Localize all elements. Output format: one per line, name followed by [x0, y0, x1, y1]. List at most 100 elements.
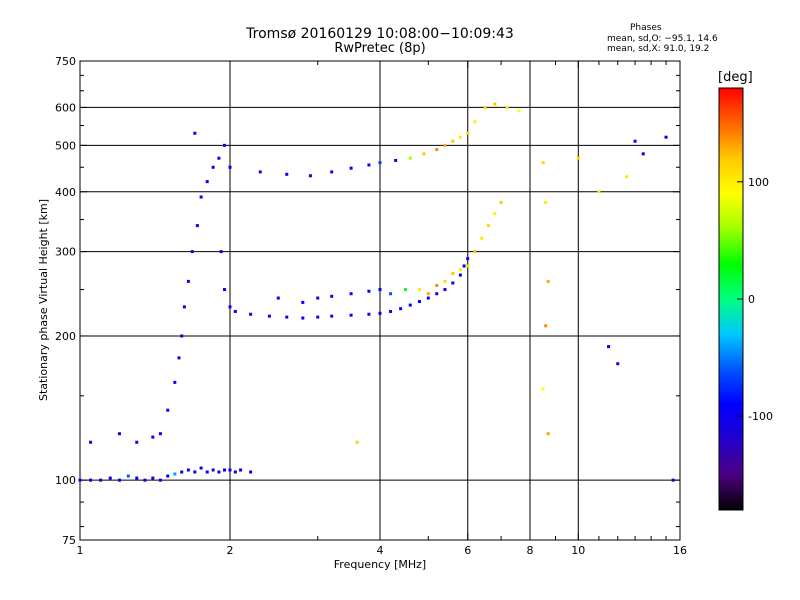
- data-point: [458, 135, 462, 139]
- y-tick-label: 200: [55, 330, 76, 343]
- data-point: [78, 478, 82, 482]
- data-point: [394, 158, 398, 162]
- data-point: [486, 224, 490, 228]
- data-point: [135, 476, 139, 480]
- data-point: [625, 175, 629, 179]
- y-tick-label: 750: [55, 55, 76, 68]
- data-point: [483, 105, 487, 109]
- data-point: [443, 279, 447, 283]
- data-point: [426, 292, 430, 296]
- data-point: [223, 143, 227, 147]
- data-point: [546, 279, 550, 283]
- data-point: [195, 224, 199, 228]
- data-point: [641, 152, 645, 156]
- data-point: [466, 264, 470, 268]
- data-point: [166, 408, 170, 412]
- data-point: [143, 478, 147, 482]
- data-point: [451, 139, 455, 143]
- x-tick-label: 1: [77, 544, 84, 557]
- data-point: [89, 478, 93, 482]
- data-point: [193, 131, 197, 135]
- data-point: [493, 102, 497, 106]
- data-point: [205, 470, 209, 474]
- data-point: [186, 279, 190, 283]
- data-point: [285, 172, 289, 176]
- data-point: [422, 152, 426, 156]
- data-point: [435, 283, 439, 287]
- data-point: [544, 324, 548, 328]
- data-point: [182, 305, 186, 309]
- data-point: [505, 105, 509, 109]
- data-point: [576, 156, 580, 160]
- data-point: [223, 468, 227, 472]
- data-point: [108, 476, 112, 480]
- data-point: [458, 268, 462, 272]
- data-point: [378, 288, 382, 292]
- colorbar-label: [deg]: [718, 70, 753, 85]
- data-point: [173, 472, 177, 476]
- grid-lines: [80, 61, 680, 540]
- data-point: [301, 316, 305, 320]
- chart-title: Tromsø 20160129 10:08:00−10:09:43: [246, 26, 514, 42]
- x-axis-label: Frequency [MHz]: [334, 558, 426, 571]
- data-point: [249, 470, 253, 474]
- data-point: [166, 474, 170, 478]
- stats-x-mode: mean, sd,X: 91.0, 19.2: [607, 44, 710, 54]
- data-point: [389, 292, 393, 296]
- data-point: [378, 161, 382, 165]
- data-point: [355, 440, 359, 444]
- data-point: [378, 311, 382, 315]
- data-point: [408, 303, 412, 307]
- x-tick-label: 10: [571, 544, 585, 557]
- data-point: [466, 257, 470, 261]
- data-point: [349, 166, 353, 170]
- data-point: [228, 468, 232, 472]
- data-point: [417, 300, 421, 304]
- data-points: [78, 102, 675, 482]
- data-point: [451, 281, 455, 285]
- data-point: [233, 309, 237, 313]
- data-point: [517, 109, 521, 113]
- data-point: [544, 200, 548, 204]
- data-point: [607, 345, 611, 349]
- y-tick-labels: 75 100 200 300 400 500 600 750: [55, 55, 76, 547]
- data-point: [135, 440, 139, 444]
- colorbar-tick-label: -100: [748, 410, 773, 423]
- data-point: [205, 180, 209, 184]
- data-point: [664, 135, 668, 139]
- data-point: [367, 163, 371, 167]
- data-point: [99, 478, 103, 482]
- data-point: [180, 470, 184, 474]
- data-point: [267, 314, 271, 318]
- chart-subtitle: RwPretec (8p): [334, 41, 426, 56]
- data-point: [233, 470, 237, 474]
- data-point: [117, 432, 121, 436]
- data-point: [180, 334, 184, 338]
- y-tick-label: 400: [55, 186, 76, 199]
- data-point: [301, 300, 305, 304]
- data-point: [249, 312, 253, 316]
- data-point: [316, 315, 320, 319]
- data-point: [480, 236, 484, 240]
- y-tick-label: 500: [55, 139, 76, 152]
- data-point: [219, 250, 223, 254]
- data-point: [473, 120, 477, 124]
- data-point: [173, 380, 177, 384]
- data-point: [403, 288, 407, 292]
- data-point: [228, 165, 232, 169]
- colorbar: 100 0 -100: [718, 87, 773, 511]
- data-point: [399, 307, 403, 311]
- data-point: [211, 468, 215, 472]
- data-point: [389, 309, 393, 313]
- data-point: [458, 273, 462, 277]
- data-point: [258, 170, 262, 174]
- y-tick-label: 75: [62, 534, 76, 547]
- data-point: [367, 289, 371, 293]
- data-point: [126, 474, 130, 478]
- data-point: [211, 165, 215, 169]
- data-point: [473, 250, 477, 254]
- data-point: [541, 387, 545, 391]
- data-point: [349, 313, 353, 317]
- data-point: [276, 296, 280, 300]
